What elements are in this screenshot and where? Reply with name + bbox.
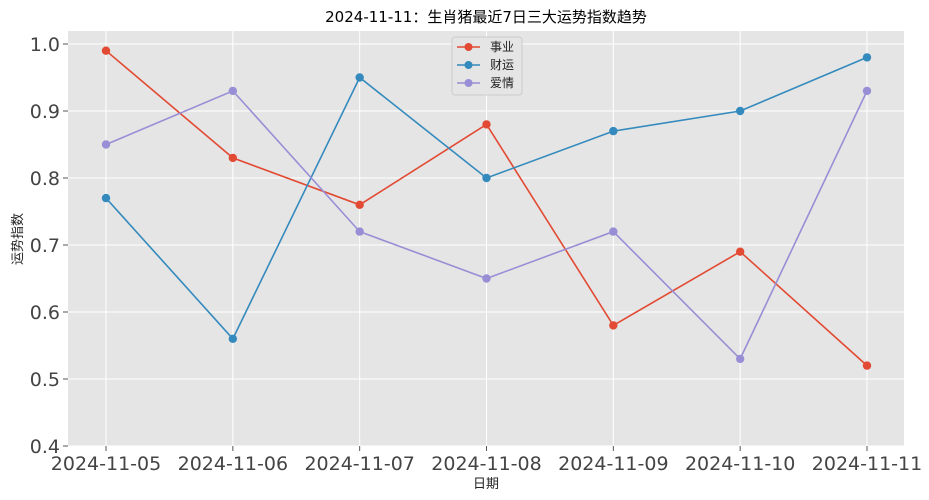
chart-title: 2024-11-11：生肖猪最近7日三大运势指数趋势 — [325, 8, 647, 26]
y-tick-label: 1.0 — [30, 34, 60, 56]
legend-label: 爱情 — [490, 76, 514, 90]
data-point — [609, 126, 618, 136]
data-point — [355, 227, 364, 236]
series-layer — [101, 46, 872, 370]
y-tick-label: 0.8 — [30, 168, 60, 190]
data-point — [862, 86, 872, 96]
data-point — [735, 354, 745, 364]
legend-marker — [464, 43, 473, 51]
data-point — [101, 46, 111, 55]
data-point — [228, 153, 238, 163]
data-point — [735, 247, 745, 256]
data-point — [355, 73, 364, 82]
y-tick-label: 0.7 — [30, 235, 60, 257]
x-tick-label: 2024-11-07 — [304, 453, 414, 475]
legend-marker — [464, 79, 473, 87]
y-tick-label: 0.6 — [30, 302, 60, 324]
data-point — [862, 361, 872, 370]
legend-marker — [464, 61, 473, 69]
data-point — [609, 321, 618, 330]
y-tick-label: 0.4 — [30, 436, 60, 458]
legend-label: 事业 — [490, 40, 514, 54]
legend-label: 财运 — [490, 58, 514, 72]
x-tick-label: 2024-11-09 — [558, 453, 668, 475]
data-point — [482, 173, 491, 183]
x-tick-label: 2024-11-08 — [431, 453, 541, 475]
data-point — [482, 274, 491, 283]
data-point — [101, 193, 111, 203]
y-axis-ticks: 0.4 0.5 0.6 0.7 0.8 0.9 1.0 — [30, 34, 68, 458]
y-tick-label: 0.9 — [30, 101, 60, 123]
data-point — [482, 120, 491, 129]
data-point — [228, 334, 238, 343]
x-axis-ticks: 2024-11-05 2024-11-06 2024-11-07 2024-11-08… — [51, 446, 922, 475]
data-point — [228, 86, 238, 96]
x-axis-label: 日期 — [473, 477, 499, 492]
data-point — [101, 140, 111, 149]
y-axis-label: 运势指数 — [10, 213, 26, 265]
data-point — [355, 200, 364, 209]
y-tick-label: 0.5 — [30, 369, 60, 391]
x-tick-label: 2024-11-05 — [51, 453, 161, 475]
x-tick-label: 2024-11-06 — [178, 453, 288, 475]
data-point — [862, 53, 872, 62]
data-point — [609, 227, 618, 236]
x-tick-label: 2024-11-10 — [685, 453, 795, 475]
data-point — [735, 106, 745, 116]
x-tick-label: 2024-11-11 — [812, 453, 922, 475]
